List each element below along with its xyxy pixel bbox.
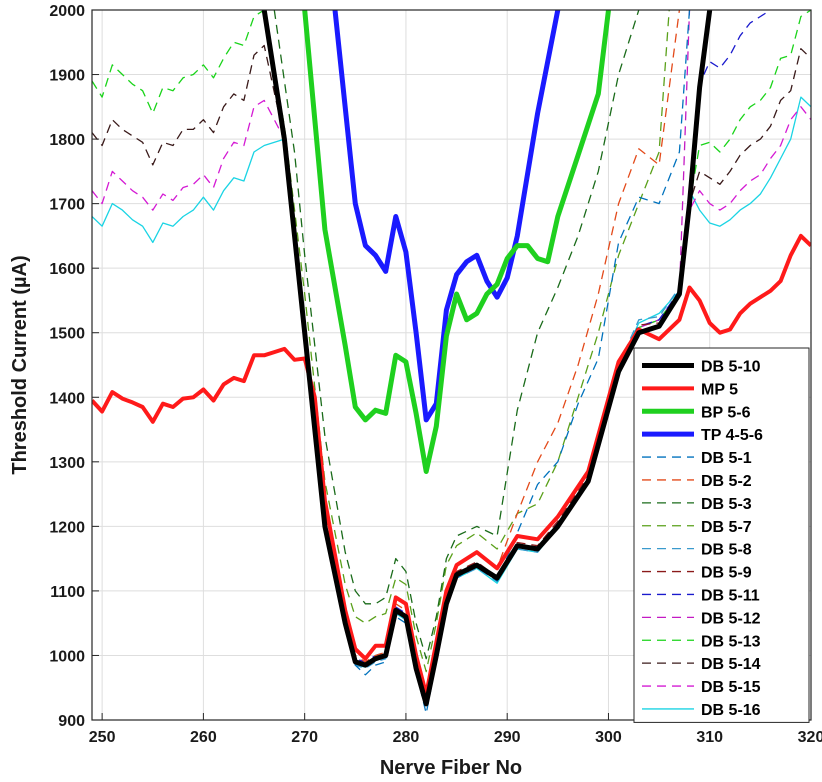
legend-entry-label: DB 5-14 xyxy=(701,656,761,673)
legend-entry-label: DB 5-8 xyxy=(701,542,752,559)
x-tick-label: 310 xyxy=(696,729,723,746)
y-axis-label: Threshold Current (µA) xyxy=(9,255,31,474)
legend-entry-label: MP 5 xyxy=(701,381,738,398)
legend-entry-label: DB 5-11 xyxy=(701,587,760,604)
legend-entry-label: DB 5-9 xyxy=(701,565,752,582)
series-line-db-5-2 xyxy=(263,10,681,692)
legend-entry-label: DB 5-3 xyxy=(701,496,752,513)
y-axis-ticks: 900 1000 1100 1200 1300 1400 1500 1600 1700 1800 1… xyxy=(49,3,99,730)
legend-entry-label: DB 5-1 xyxy=(701,450,752,467)
series-line-tp-4-5-6 xyxy=(332,10,561,423)
y-tick-label: 1700 xyxy=(49,197,85,214)
legend: DB 5-10 MP 5 BP 5-6 TP 4-5-6 DB 5-1 DB 5-2 DB … xyxy=(633,347,810,723)
y-tick-label: 900 xyxy=(58,713,85,730)
legend-entry-label: BP 5-6 xyxy=(701,404,751,421)
x-tick-label: 300 xyxy=(595,729,622,746)
x-tick-label: 290 xyxy=(494,729,521,746)
y-tick-label: 1000 xyxy=(49,648,85,665)
legend-entry-label: DB 5-12 xyxy=(701,610,761,627)
series-layer xyxy=(92,10,811,715)
legend-entry-label: DB 5-13 xyxy=(701,633,761,650)
y-tick-label: 2000 xyxy=(49,3,85,20)
y-tick-label: 1400 xyxy=(49,390,85,407)
y-tick-label: 1800 xyxy=(49,132,85,149)
legend-entry-label: TP 4-5-6 xyxy=(701,427,763,444)
legend-entry-label: DB 5-15 xyxy=(701,679,761,696)
x-tick-label: 270 xyxy=(291,729,318,746)
series-line-bp-5-6 xyxy=(302,10,611,474)
y-tick-label: 1900 xyxy=(49,68,85,85)
series-line-mp-5 xyxy=(92,233,811,697)
x-axis-label: Nerve Fiber No xyxy=(380,757,522,779)
series-line-db-5-10 xyxy=(261,10,713,707)
legend-entry-label: DB 5-10 xyxy=(701,358,761,375)
legend-entry-label: DB 5-16 xyxy=(701,702,761,719)
y-tick-label: 1600 xyxy=(49,261,85,278)
series-line-db-5-7 xyxy=(263,10,670,673)
legend-entry-label: DB 5-2 xyxy=(701,473,752,490)
x-tick-label: 320 xyxy=(798,729,822,746)
y-tick-label: 1200 xyxy=(49,519,85,536)
x-tick-label: 260 xyxy=(190,729,217,746)
legend-entry-label: DB 5-7 xyxy=(701,519,752,536)
y-tick-label: 1300 xyxy=(49,455,85,472)
x-tick-label: 280 xyxy=(393,729,420,746)
y-tick-label: 1100 xyxy=(50,584,85,601)
y-tick-label: 1500 xyxy=(49,326,85,343)
plot-frame xyxy=(91,9,812,721)
series-line-db-5-3 xyxy=(273,10,640,660)
x-tick-label: 250 xyxy=(89,729,116,746)
x-axis-ticks: 250 260 270 280 290 300 310 320 xyxy=(89,713,822,746)
